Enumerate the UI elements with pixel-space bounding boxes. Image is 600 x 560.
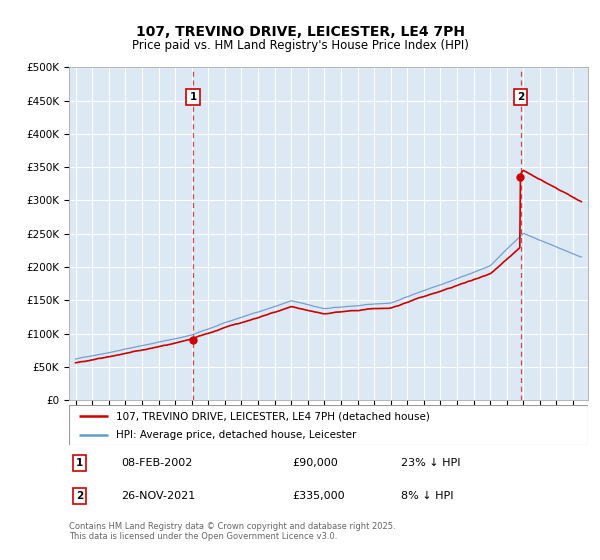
Text: £90,000: £90,000 — [292, 459, 338, 468]
Text: 1: 1 — [76, 459, 83, 468]
Text: 107, TREVINO DRIVE, LEICESTER, LE4 7PH (detached house): 107, TREVINO DRIVE, LEICESTER, LE4 7PH (… — [116, 411, 430, 421]
Text: 26-NOV-2021: 26-NOV-2021 — [121, 491, 195, 501]
Text: 08-FEB-2002: 08-FEB-2002 — [121, 459, 192, 468]
Text: 2: 2 — [76, 491, 83, 501]
Text: 23% ↓ HPI: 23% ↓ HPI — [401, 459, 461, 468]
Text: 2: 2 — [517, 92, 524, 102]
Text: 107, TREVINO DRIVE, LEICESTER, LE4 7PH: 107, TREVINO DRIVE, LEICESTER, LE4 7PH — [136, 25, 464, 39]
Text: 8% ↓ HPI: 8% ↓ HPI — [401, 491, 454, 501]
Text: HPI: Average price, detached house, Leicester: HPI: Average price, detached house, Leic… — [116, 430, 356, 440]
Text: 1: 1 — [190, 92, 197, 102]
Text: Price paid vs. HM Land Registry's House Price Index (HPI): Price paid vs. HM Land Registry's House … — [131, 39, 469, 52]
Text: £335,000: £335,000 — [292, 491, 345, 501]
Text: Contains HM Land Registry data © Crown copyright and database right 2025.
This d: Contains HM Land Registry data © Crown c… — [69, 522, 395, 542]
